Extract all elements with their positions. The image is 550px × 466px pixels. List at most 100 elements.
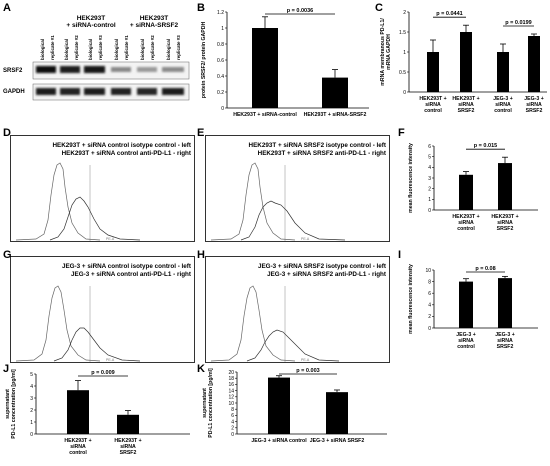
category-label: SRSF2 xyxy=(120,450,137,456)
p-value-label: p = 0.0441 xyxy=(436,11,462,17)
y-axis-label: PD-L1 concentration [pg/ml] xyxy=(11,369,17,439)
category-label: HEK293T + xyxy=(452,96,479,102)
panel-label-h: H xyxy=(197,249,205,261)
flow-g-line1: JEG-3 + siRNA control isotype control - … xyxy=(62,263,192,270)
y-tick-label: 1 xyxy=(403,50,406,56)
y-tick-label: 0 xyxy=(403,90,406,96)
flow-h-axis: PE-A xyxy=(301,358,310,362)
y-tick-label: 4 xyxy=(428,303,431,309)
bar xyxy=(322,77,348,108)
p-value-label: p = 0.009 xyxy=(91,370,114,376)
bar xyxy=(498,278,512,328)
category-label: control xyxy=(457,226,475,232)
y-tick-label: 2 xyxy=(428,186,431,192)
bar-chart-i: 0 2 4 6 8 10 mean fluorescence intensity JEG-3 … xyxy=(408,264,538,350)
panel-label-a: A xyxy=(3,2,11,14)
category-label: HEK293T + xyxy=(452,214,479,220)
flow-panel-g: JEG-3 + siRNA control isotype control - … xyxy=(10,256,195,363)
category-label: HEK293T + xyxy=(491,214,518,220)
y-tick-label: 0 xyxy=(231,432,234,438)
flow-e-line1: HEK293T + siRNA SRSF2 isotype control - … xyxy=(249,142,387,149)
y-tick-label: 16 xyxy=(228,382,234,388)
y-axis-label: mean fluorescence intensity xyxy=(408,264,414,334)
y-axis-label: mean fluorescence intensity xyxy=(408,143,414,213)
panel-label-c: C xyxy=(375,2,383,14)
y-tick-label: 2 xyxy=(428,314,431,320)
y-tick-label: 6 xyxy=(428,291,431,297)
category-label: siRNA xyxy=(497,220,513,226)
category-label: JEG-3 + xyxy=(495,332,514,338)
category-label: SRSF2 xyxy=(458,108,475,114)
panel-label-b: B xyxy=(197,2,205,14)
y-tick-label: 0.4 xyxy=(217,74,224,80)
category-label: HEK293T + siRNA-SRSF2 xyxy=(304,112,367,118)
flow-panel-d: HEK293T + siRNA control isotype control … xyxy=(10,135,195,242)
y-tick-label: 0.6 xyxy=(217,58,224,64)
p-value-label: p = 0.0036 xyxy=(287,8,313,14)
category-label: HEK293T + xyxy=(419,96,446,102)
panel-label-i: I xyxy=(398,249,402,261)
y-axis-label: supernatant xyxy=(202,388,208,418)
blot-group-srsf2: HEK293T + siRNA-SRSF2 xyxy=(129,15,179,29)
bar-chart-j: 0 1 2 3 4 5 supernatant PD-L1 concentration [pg… xyxy=(5,369,190,456)
flow-panel-h: JEG-3 + siRNA SRSF2 isotype control - le… xyxy=(205,256,390,363)
blot-image xyxy=(32,61,190,101)
category-label: JEG-3 + xyxy=(524,96,543,102)
y-axis-label: mRNA membranous PD-L1/ xyxy=(380,18,386,86)
bar xyxy=(460,32,472,92)
panel-label-j: J xyxy=(3,363,10,375)
flow-d-axis: PE-A xyxy=(106,237,115,241)
panel-label-k: K xyxy=(197,363,205,375)
y-tick-label: 12 xyxy=(228,395,234,401)
y-tick-label: 6 xyxy=(231,413,234,419)
y-tick-label: 1 xyxy=(428,197,431,203)
bar xyxy=(252,28,278,108)
category-label: JEG-3 + xyxy=(456,332,475,338)
category-label: HEK293T + xyxy=(114,438,141,444)
category-label: control xyxy=(494,108,512,114)
category-label: SRSF2 xyxy=(497,226,514,232)
y-axis-label: supernatant xyxy=(5,389,11,419)
flow-e-line2: HEK293T + siRNA SRSF2 anti-PD-L1 - right xyxy=(258,150,387,157)
blot-row-gapdh: GAPDH xyxy=(3,89,25,95)
bar xyxy=(528,36,540,92)
bar xyxy=(497,52,509,92)
bar xyxy=(67,390,89,434)
y-tick-label: 0 xyxy=(221,106,224,112)
y-tick-label: 0 xyxy=(428,326,431,332)
y-tick-label: 2 xyxy=(231,426,234,432)
flow-h-line2: JEG-3 + siRNA SRSF2 anti-PD-L1 - right xyxy=(267,271,387,278)
flow-e-axis: PE-A xyxy=(301,237,310,241)
panel-label-e: E xyxy=(197,127,205,139)
bar-chart-c: 0 0.5 1 1.5 2 mRNA membranous PD-L1/mRNA GAPD… xyxy=(380,10,547,114)
y-axis-label: protein SRSF2/ protein GAPDH xyxy=(201,22,207,99)
y-tick-label: 8 xyxy=(231,407,234,413)
panel-label-g: G xyxy=(3,249,12,261)
category-label: siRNA xyxy=(458,102,474,108)
category-label: siRNA xyxy=(458,338,474,344)
flow-g-line2: JEG-3 + siRNA control anti-PD-L1 - right xyxy=(71,271,192,278)
y-tick-label: 0.8 xyxy=(217,42,224,48)
panel-label-d: D xyxy=(3,127,11,139)
category-label: SRSF2 xyxy=(526,108,543,114)
category-label: JEG-3 + siRNA SRSF2 xyxy=(310,438,365,444)
y-tick-label: 5 xyxy=(30,372,33,378)
p-value-label: p = 0.08 xyxy=(475,266,495,272)
category-label: control xyxy=(69,450,87,456)
flow-d-line1: HEK293T + siRNA control isotype control … xyxy=(53,142,192,149)
category-label: HEK293T + siRNA-control xyxy=(233,112,297,118)
y-tick-label: 18 xyxy=(228,376,234,382)
y-axis-label: mRNA GAPDH xyxy=(386,34,392,70)
y-tick-label: 0.5 xyxy=(399,70,406,76)
y-tick-label: 8 xyxy=(428,279,431,285)
bar xyxy=(268,377,290,434)
y-tick-label: 0 xyxy=(30,432,33,438)
bar-chart-b: 0 0.2 0.4 0.6 0.8 1 1.2 protein SRSF2/ protein … xyxy=(201,8,369,118)
category-label: JEG-3 + xyxy=(493,96,512,102)
flow-panel-e: HEK293T + siRNA SRSF2 isotype control - … xyxy=(205,135,390,242)
y-tick-label: 1 xyxy=(221,26,224,32)
y-tick-label: 14 xyxy=(228,388,234,394)
y-tick-label: 10 xyxy=(228,401,234,407)
p-value-label: p = 0.003 xyxy=(296,368,319,374)
